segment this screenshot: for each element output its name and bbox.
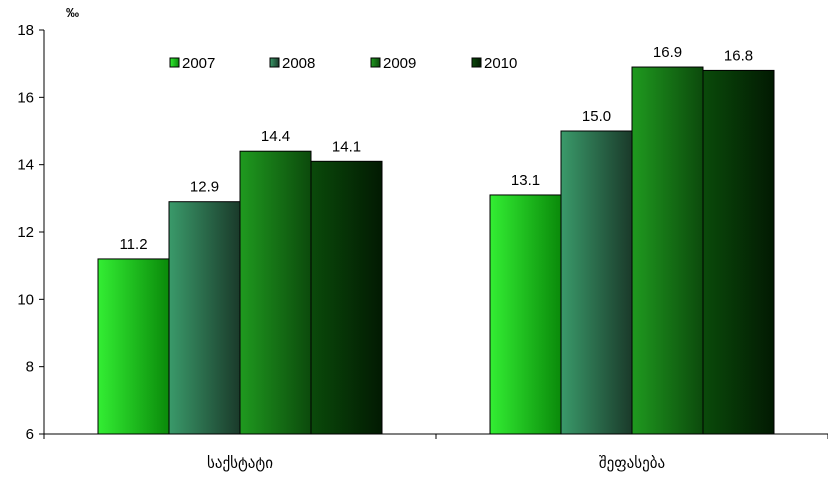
legend-swatch [169, 57, 180, 68]
data-label: 13.1 [511, 172, 540, 189]
axes: 6 8 10 12 14 16 18 საქსტატი შეფასება [17, 22, 828, 472]
y-tick-label: 12 [17, 224, 34, 241]
data-label: 14.4 [261, 128, 290, 145]
y-tick-label: 8 [26, 359, 34, 376]
legend-swatch [370, 57, 381, 68]
legend-swatch [471, 57, 482, 68]
bar-2008-0 [168, 201, 241, 435]
bars [97, 66, 775, 435]
y-unit-label: ‰ [66, 5, 79, 20]
data-label: 16.9 [653, 44, 682, 61]
y-tick-label: 16 [17, 89, 34, 106]
bar-2007-0 [97, 258, 170, 435]
bar-2010-1 [702, 69, 775, 435]
bar-2008-1 [560, 130, 633, 435]
y-tick-label: 18 [17, 22, 34, 39]
legend: 2007 2008 2009 2010 [169, 55, 517, 72]
x-category-label: საქსტატი [207, 454, 273, 472]
data-label: 12.9 [190, 179, 219, 196]
x-category-label: შეფასება [599, 454, 665, 472]
bar-2009-0 [239, 150, 312, 435]
legend-swatch [269, 57, 280, 68]
legend-label: 2008 [282, 55, 315, 72]
bar-2010-0 [310, 160, 383, 435]
y-tick-label: 14 [17, 157, 34, 174]
legend-label: 2010 [484, 55, 517, 72]
data-label: 15.0 [582, 108, 611, 125]
legend-label: 2009 [383, 55, 416, 72]
data-label: 11.2 [119, 236, 147, 253]
data-label: 14.1 [332, 138, 361, 155]
y-tick-label: 6 [26, 426, 34, 443]
bar-2009-1 [631, 66, 704, 435]
data-labels: 11.2 12.9 14.4 14.1 13.1 15.0 16.9 16.8 [119, 44, 753, 253]
data-label: 16.8 [724, 47, 753, 64]
bar-2007-1 [489, 194, 562, 435]
legend-label: 2007 [182, 55, 215, 72]
y-tick-label: 10 [17, 291, 34, 308]
